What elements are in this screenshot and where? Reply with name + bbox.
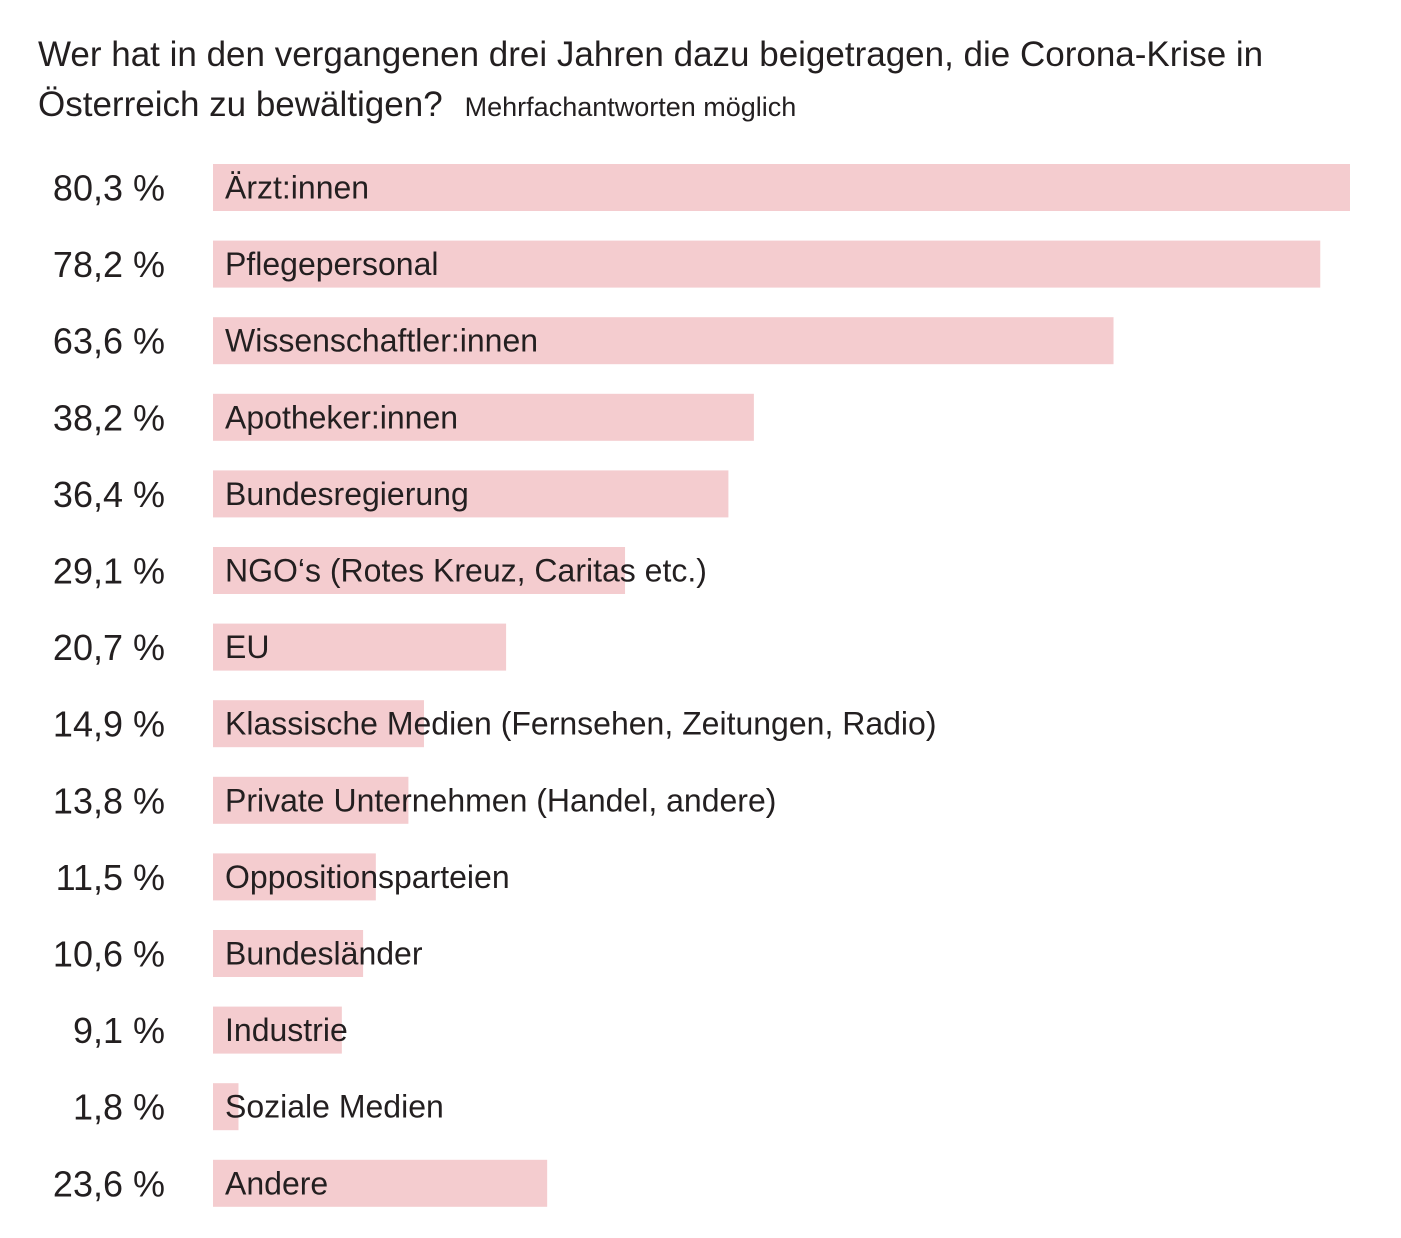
category-label-0: Ärzt:innen <box>225 170 369 206</box>
bar-0 <box>213 164 1350 211</box>
category-label-13: Andere <box>225 1165 328 1201</box>
value-label-8: 13,8 % <box>53 780 165 821</box>
category-label-3: Apotheker:innen <box>225 399 458 435</box>
bar-8 <box>213 776 409 824</box>
bar-1 <box>213 240 1321 288</box>
bar-5 <box>213 547 626 594</box>
value-label-4: 36,4 % <box>53 474 165 515</box>
bar-9 <box>213 853 376 901</box>
value-label-1: 78,2 % <box>53 244 165 285</box>
bar-3 <box>213 393 754 441</box>
value-label-13: 23,6 % <box>53 1163 165 1204</box>
chart-title: Wer hat in den vergangenen drei Jahren d… <box>38 30 1378 132</box>
category-label-10: Bundesländer <box>225 936 423 972</box>
chart-title-text: Wer hat in den vergangenen drei Jahren d… <box>38 35 1264 124</box>
bar-10 <box>213 930 364 977</box>
category-label-4: Bundesregierung <box>225 476 469 512</box>
category-label-5: NGO‘s (Rotes Kreuz, Caritas etc.) <box>225 553 707 589</box>
bar-2 <box>213 317 1114 365</box>
category-label-6: EU <box>225 629 269 665</box>
value-label-9: 11,5 % <box>56 857 165 898</box>
category-label-1: Pflegepersonal <box>225 246 438 282</box>
bar-12 <box>213 1083 239 1131</box>
category-label-8: Private Unternehmen (Handel, andere) <box>225 782 776 818</box>
value-label-7: 14,9 % <box>53 704 165 745</box>
bar-13 <box>213 1159 548 1207</box>
bar-7 <box>213 700 424 748</box>
value-label-12: 1,8 % <box>73 1087 165 1128</box>
category-label-12: Soziale Medien <box>225 1089 444 1125</box>
value-label-0: 80,3 % <box>53 168 165 209</box>
bar-6 <box>213 623 507 671</box>
bar-11 <box>213 1006 342 1054</box>
category-label-7: Klassische Medien (Fernsehen, Zeitungen,… <box>225 706 936 742</box>
value-label-5: 29,1 % <box>53 551 165 592</box>
value-label-11: 9,1 % <box>73 1010 165 1051</box>
value-label-6: 20,7 % <box>53 627 165 668</box>
category-label-11: Industrie <box>225 1012 348 1048</box>
value-label-10: 10,6 % <box>53 934 165 975</box>
value-label-2: 63,6 % <box>53 321 165 362</box>
value-label-3: 38,2 % <box>53 397 165 438</box>
bar-4 <box>213 470 729 518</box>
category-label-2: Wissenschaftler:innen <box>225 323 538 359</box>
category-label-9: Oppositionsparteien <box>225 859 510 895</box>
chart-subtitle: Mehrfachantworten möglich <box>464 92 797 122</box>
